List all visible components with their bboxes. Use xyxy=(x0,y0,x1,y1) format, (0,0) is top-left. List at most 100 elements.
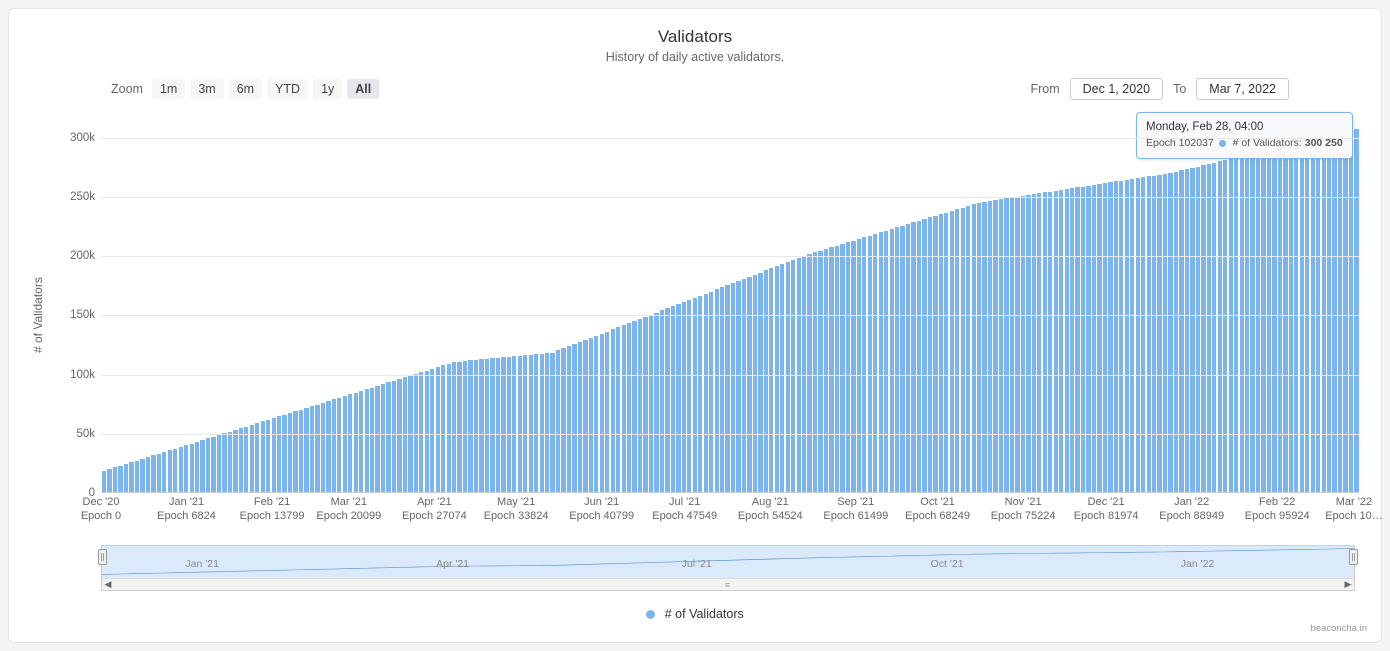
bar[interactable] xyxy=(928,217,932,492)
bar[interactable] xyxy=(950,211,954,492)
bar[interactable] xyxy=(315,405,319,493)
bar[interactable] xyxy=(293,411,297,492)
bar[interactable] xyxy=(266,420,270,492)
bar[interactable] xyxy=(1092,185,1096,492)
bar[interactable] xyxy=(660,310,664,492)
bar[interactable] xyxy=(1185,169,1189,492)
bar[interactable] xyxy=(1004,198,1008,492)
bar[interactable] xyxy=(452,362,456,492)
bar[interactable] xyxy=(818,251,822,492)
bar[interactable] xyxy=(884,231,888,492)
bar[interactable] xyxy=(643,317,647,492)
bar[interactable] xyxy=(1278,147,1282,492)
bar[interactable] xyxy=(304,408,308,492)
bar[interactable] xyxy=(277,416,281,492)
legend[interactable]: # of Validators xyxy=(31,607,1359,621)
bar[interactable] xyxy=(868,236,872,492)
bar[interactable] xyxy=(1026,195,1030,492)
bar[interactable] xyxy=(485,359,489,492)
bar[interactable] xyxy=(1070,188,1074,492)
bar[interactable] xyxy=(840,244,844,492)
bar[interactable] xyxy=(556,350,560,492)
bar[interactable] xyxy=(1234,158,1238,492)
bar[interactable] xyxy=(151,455,155,492)
bar[interactable] xyxy=(1305,141,1309,492)
bar[interactable] xyxy=(917,221,921,492)
bar[interactable] xyxy=(676,304,680,492)
bar[interactable] xyxy=(1250,154,1254,492)
bar[interactable] xyxy=(168,450,172,492)
bar[interactable] xyxy=(1283,146,1287,492)
bar[interactable] xyxy=(288,413,292,492)
bar[interactable] xyxy=(419,372,423,492)
zoom-button-1y[interactable]: 1y xyxy=(313,79,342,99)
bar[interactable] xyxy=(1157,175,1161,492)
bar[interactable] xyxy=(1256,152,1260,492)
bar[interactable] xyxy=(321,403,325,492)
bar[interactable] xyxy=(337,398,341,492)
bar[interactable] xyxy=(1152,176,1156,492)
bar[interactable] xyxy=(862,237,866,492)
bar[interactable] xyxy=(829,247,833,492)
bar[interactable] xyxy=(1054,191,1058,492)
bar[interactable] xyxy=(775,266,779,492)
bar[interactable] xyxy=(381,384,385,492)
navigator-scrollbar[interactable]: ◀ ≡ ▶ xyxy=(102,578,1354,590)
bar[interactable] xyxy=(244,427,248,492)
bar[interactable] xyxy=(873,234,877,492)
bar[interactable] xyxy=(332,399,336,492)
bar[interactable] xyxy=(1010,197,1014,492)
bar[interactable] xyxy=(1119,181,1123,492)
bar[interactable] xyxy=(1223,160,1227,492)
bar[interactable] xyxy=(211,437,215,492)
bar[interactable] xyxy=(900,226,904,492)
bar[interactable] xyxy=(1125,180,1129,492)
navigator-handle-left[interactable] xyxy=(98,549,107,565)
bar[interactable] xyxy=(343,396,347,492)
bar[interactable] xyxy=(162,452,166,492)
bar[interactable] xyxy=(627,323,631,492)
bar[interactable] xyxy=(523,355,527,492)
bar[interactable] xyxy=(310,406,314,492)
bar[interactable] xyxy=(113,467,117,492)
bar[interactable] xyxy=(747,277,751,492)
bar[interactable] xyxy=(375,386,379,492)
bar[interactable] xyxy=(430,369,434,492)
bar[interactable] xyxy=(447,364,451,492)
bar[interactable] xyxy=(118,466,122,492)
bar[interactable] xyxy=(1048,192,1052,492)
bar[interactable] xyxy=(124,464,128,492)
to-date-input[interactable]: Mar 7, 2022 xyxy=(1196,78,1289,100)
bar[interactable] xyxy=(993,200,997,492)
bar[interactable] xyxy=(622,325,626,492)
bar[interactable] xyxy=(1147,176,1151,492)
bar[interactable] xyxy=(813,252,817,492)
bar[interactable] xyxy=(457,362,461,492)
bar[interactable] xyxy=(425,371,429,492)
bar[interactable] xyxy=(1163,174,1167,492)
bar[interactable] xyxy=(616,327,620,492)
bar[interactable] xyxy=(200,440,204,492)
bar[interactable] xyxy=(1179,170,1183,492)
bar[interactable] xyxy=(709,292,713,493)
bar[interactable] xyxy=(715,289,719,492)
bar[interactable] xyxy=(272,418,276,492)
bar[interactable] xyxy=(605,332,609,492)
bar[interactable] xyxy=(1207,164,1211,492)
bar[interactable] xyxy=(758,273,762,492)
bar[interactable] xyxy=(179,447,183,492)
bar[interactable] xyxy=(638,319,642,492)
bar[interactable] xyxy=(857,239,861,492)
bar[interactable] xyxy=(649,315,653,492)
bar[interactable] xyxy=(1174,172,1178,492)
bar[interactable] xyxy=(922,219,926,492)
navigator-handle-right[interactable] xyxy=(1349,549,1358,565)
bar[interactable] xyxy=(392,381,396,492)
bar[interactable] xyxy=(436,367,440,492)
bar[interactable] xyxy=(507,357,511,492)
bar[interactable] xyxy=(846,242,850,492)
bar[interactable] xyxy=(1136,178,1140,492)
zoom-button-ytd[interactable]: YTD xyxy=(267,79,308,99)
bar[interactable] xyxy=(572,344,576,492)
scroll-right-icon[interactable]: ▶ xyxy=(1342,579,1354,590)
